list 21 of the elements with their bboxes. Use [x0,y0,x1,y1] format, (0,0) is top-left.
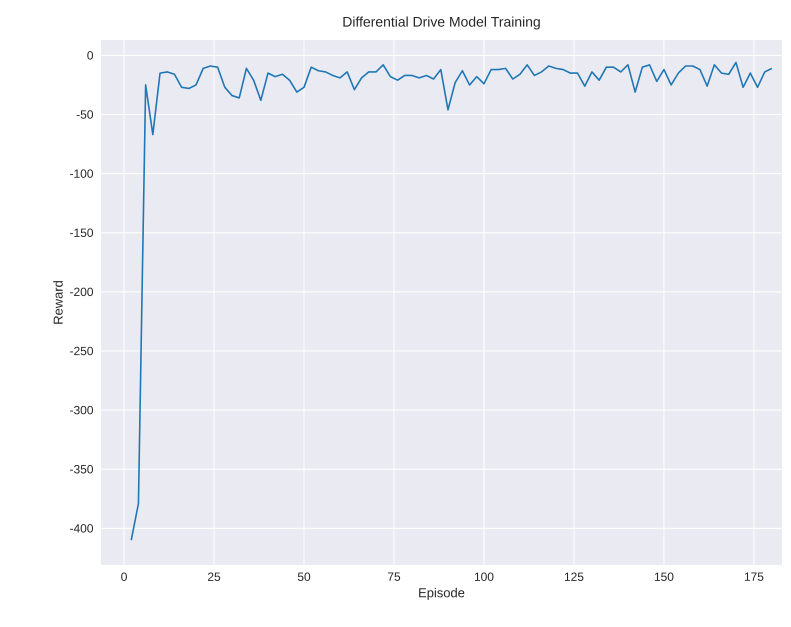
y-axis-title: Reward [53,281,63,324]
y-tick-label: -50 [76,110,94,119]
x-axis-title: Episode [419,588,464,600]
y-tick-label: -300 [70,406,94,414]
y-tick-label: -100 [70,169,94,178]
y-tick-label: -350 [70,464,94,474]
line-series [130,62,773,541]
x-tick-label: 50 [298,572,310,581]
y-tick-label: -150 [70,228,94,237]
x-tick-label: 150 [654,572,674,581]
y-tick-label: -200 [70,288,94,296]
x-tick-label: 125 [564,572,584,581]
x-tick-label: 175 [744,572,764,581]
y-tick-label: 0 [87,51,94,60]
chart-title: Differential Drive Model Training [343,16,540,30]
x-tick-label: 100 [474,572,494,581]
x-tick-label: 25 [208,572,220,581]
x-tick-label: 75 [388,572,400,581]
x-tick-label: 0 [121,572,127,581]
y-tick-label: -400 [70,524,94,533]
y-tick-label: -250 [70,346,94,356]
